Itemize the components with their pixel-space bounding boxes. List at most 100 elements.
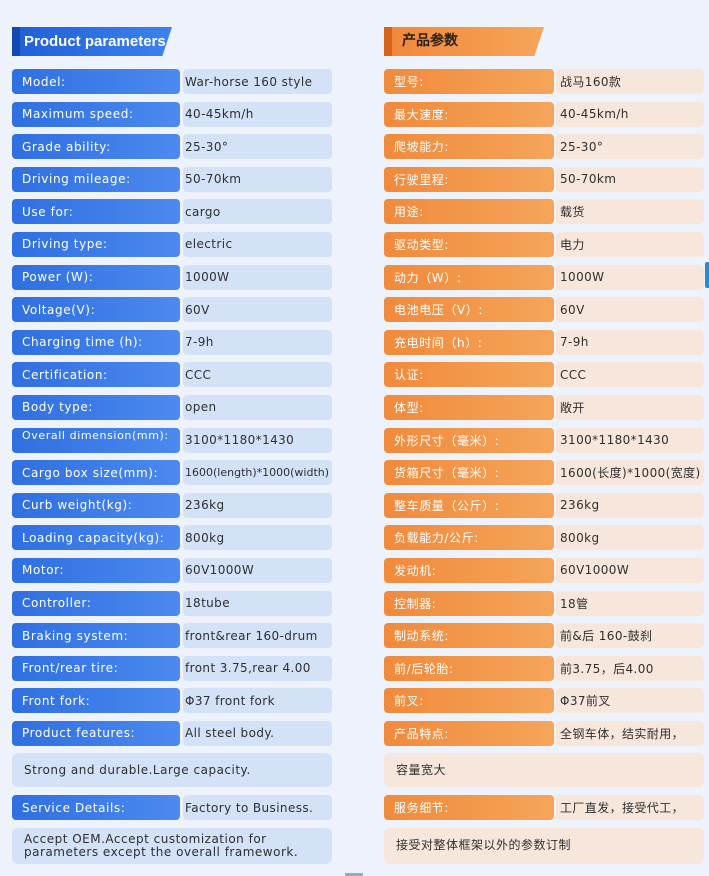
param-label: Motor: (12, 557, 180, 583)
param-value: 60V (556, 297, 704, 323)
param-label: Curb weight(kg): (12, 492, 180, 518)
param-label: Model: (12, 69, 180, 94)
param-value: 敞开 (556, 394, 704, 420)
param-value: 60V (183, 297, 332, 323)
param-row: 体型: 敞开 (384, 394, 704, 420)
param-value: 1000W (183, 264, 332, 290)
service-note-row: 接受对整体框架以外的参数订制 (384, 827, 704, 864)
param-row: Use for: cargo (12, 199, 332, 225)
param-label: 充电时间（h）: (384, 329, 554, 355)
param-value: front 3.75,rear 4.00 (183, 655, 332, 681)
param-label: 最大速度: (384, 101, 554, 127)
param-label: 控制器: (384, 590, 554, 616)
param-label: 产品特点: (384, 720, 554, 746)
param-value: 载货 (556, 199, 704, 225)
features-note-row: Strong and durable.Large capacity. (12, 753, 332, 788)
param-label: Front/rear tire: (12, 655, 180, 681)
param-label: 电池电压（V）: (384, 297, 554, 323)
param-row: Model: War-horse 160 style (12, 69, 332, 94)
param-value: 7-9h (183, 329, 332, 355)
param-label: Loading capacity(kg): (12, 525, 180, 551)
param-value: CCC (183, 362, 332, 388)
param-row: Driving type: electric (12, 231, 332, 257)
param-value: open (183, 394, 332, 420)
param-label: Cargo box size(mm): (12, 460, 180, 486)
param-row: Loading capacity(kg): 800kg (12, 525, 332, 551)
param-label: 货箱尺寸（毫米）: (384, 460, 554, 486)
bottom-marker (345, 873, 363, 876)
param-label: Overall dimension(mm): (12, 427, 180, 453)
param-row: 发动机: 60V1000W (384, 557, 704, 583)
param-label: 型号: (384, 69, 554, 94)
param-label: Maximum speed: (12, 101, 180, 127)
param-label: Body type: (12, 394, 180, 420)
service-value: 工厂直发，接受代工， (556, 795, 704, 821)
param-value: 前&后 160-鼓刹 (556, 623, 704, 649)
param-row: 整车质量（公斤）: 236kg (384, 492, 704, 518)
param-row: 型号: 战马160款 (384, 69, 704, 94)
param-row: Front/rear tire: front 3.75,rear 4.00 (12, 655, 332, 681)
param-label: Controller: (12, 590, 180, 616)
param-row: Charging time (h): 7-9h (12, 329, 332, 355)
param-label: 发动机: (384, 557, 554, 583)
service-note-row: Accept OEM.Accept customization for para… (12, 827, 332, 864)
param-row: 外形尺寸（毫米）: 3100*1180*1430 (384, 427, 704, 453)
param-label: Voltage(V): (12, 297, 180, 323)
param-row: Controller: 18tube (12, 590, 332, 616)
param-value: 战马160款 (556, 69, 704, 94)
param-value: CCC (556, 362, 704, 388)
param-row: 爬坡能力: 25-30° (384, 134, 704, 160)
param-value: Φ37 front fork (183, 688, 332, 714)
service-label: 服务细节: (384, 795, 554, 821)
param-label: 认证: (384, 362, 554, 388)
param-row: 用途: 载货 (384, 199, 704, 225)
param-row: 行驶里程: 50-70km (384, 166, 704, 192)
param-row: 电池电压（V）: 60V (384, 297, 704, 323)
param-label: 制动系统: (384, 623, 554, 649)
service-row: 服务细节: 工厂直发，接受代工， (384, 795, 704, 821)
param-row: 动力（W）: 1000W (384, 264, 704, 290)
features-note: Strong and durable.Large capacity. (12, 753, 332, 788)
param-row: Voltage(V): 60V (12, 297, 332, 323)
param-row: 充电时间（h）: 7-9h (384, 329, 704, 355)
param-row: Certification: CCC (12, 362, 332, 388)
param-row: 货箱尺寸（毫米）: 1600(长度)*1000(宽度) (384, 460, 704, 486)
param-row: Cargo box size(mm): 1600(length)*1000(wid… (12, 460, 332, 486)
param-row: 最大速度: 40-45km/h (384, 101, 704, 127)
chinese-parameter-list: 型号: 战马160款 最大速度: 40-45km/h 爬坡能力: 25-30° 行驶里程: 5… (384, 69, 704, 871)
param-row: Grade ability: 25-30° (12, 134, 332, 160)
param-value: 60V1000W (183, 557, 332, 583)
param-value: 236kg (556, 492, 704, 518)
param-value: 3100*1180*1430 (556, 427, 704, 453)
param-value: electric (183, 231, 332, 257)
param-label: Charging time (h): (12, 329, 180, 355)
service-row: Service Details: Factory to Business. (12, 795, 332, 821)
param-row: Body type: open (12, 394, 332, 420)
param-label: Braking system: (12, 623, 180, 649)
param-label: 驱动类型: (384, 231, 554, 257)
param-value: 全钢车体，结实耐用， (556, 720, 704, 746)
param-label: 负载能力/公斤: (384, 525, 554, 551)
banner-accent (12, 27, 20, 56)
param-row: Overall dimension(mm): 3100*1180*1430 (12, 427, 332, 453)
param-value: 50-70km (183, 166, 332, 192)
param-row: 认证: CCC (384, 362, 704, 388)
service-label: Service Details: (12, 795, 180, 821)
param-row: 控制器: 18管 (384, 590, 704, 616)
param-value: 236kg (183, 492, 332, 518)
param-value: 7-9h (556, 329, 704, 355)
param-value: 18管 (556, 590, 704, 616)
param-row: Driving mileage: 50-70km (12, 166, 332, 192)
param-row: Product features: All steel body. (12, 720, 332, 746)
param-row: 产品特点: 全钢车体，结实耐用， (384, 720, 704, 746)
param-label: Driving mileage: (12, 166, 180, 192)
param-row: 前叉: Φ37前叉 (384, 688, 704, 714)
param-value: front&rear 160-drum (183, 623, 332, 649)
param-value: 25-30° (183, 134, 332, 160)
param-value: 前3.75，后4.00 (556, 655, 704, 681)
param-label: 前/后轮胎: (384, 655, 554, 681)
param-row: 前/后轮胎: 前3.75，后4.00 (384, 655, 704, 681)
param-label: Use for: (12, 199, 180, 225)
param-label: Grade ability: (12, 134, 180, 160)
param-value: 50-70km (556, 166, 704, 192)
